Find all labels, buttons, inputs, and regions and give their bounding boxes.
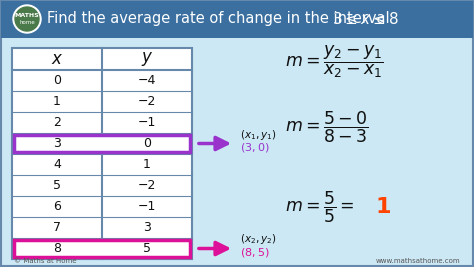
Text: $m = \dfrac{5 - 0}{8 - 3}$: $m = \dfrac{5 - 0}{8 - 3}$ — [285, 109, 369, 145]
Bar — [12, 48, 192, 259]
Text: 7: 7 — [53, 221, 61, 234]
Text: $(x_2, y_2)$: $(x_2, y_2)$ — [240, 233, 277, 246]
Text: 8: 8 — [53, 242, 61, 255]
Text: $x$: $x$ — [51, 50, 63, 68]
Text: $3 \leq x \leq 8$: $3 \leq x \leq 8$ — [332, 11, 399, 27]
Text: −2: −2 — [138, 95, 156, 108]
Text: 5: 5 — [143, 242, 151, 255]
Text: Find the average rate of change in the interval: Find the average rate of change in the i… — [47, 11, 394, 26]
Text: $(x_1, y_1)$: $(x_1, y_1)$ — [240, 128, 277, 142]
Text: $(3, 0)$: $(3, 0)$ — [240, 141, 270, 154]
Text: 3: 3 — [53, 137, 61, 150]
Text: 2: 2 — [53, 116, 61, 129]
Circle shape — [13, 5, 41, 33]
Text: MATHS: MATHS — [15, 13, 39, 18]
Text: 0: 0 — [53, 74, 61, 87]
Text: 6: 6 — [53, 200, 61, 213]
Bar — [1, 1, 473, 38]
Text: © Maths at Home: © Maths at Home — [14, 258, 76, 264]
Text: www.mathsathome.com: www.mathsathome.com — [375, 258, 460, 264]
Text: −2: −2 — [138, 179, 156, 192]
Text: home: home — [19, 19, 35, 25]
Text: 3: 3 — [143, 221, 151, 234]
Text: 0: 0 — [143, 137, 151, 150]
Circle shape — [15, 7, 39, 31]
Text: $m = \dfrac{y_2 - y_1}{x_2 - x_1}$: $m = \dfrac{y_2 - y_1}{x_2 - x_1}$ — [285, 44, 383, 80]
Text: −1: −1 — [138, 200, 156, 213]
Bar — [14, 240, 190, 257]
Text: 4: 4 — [53, 158, 61, 171]
Text: −1: −1 — [138, 116, 156, 129]
Text: 5: 5 — [53, 179, 61, 192]
Text: $y$: $y$ — [141, 50, 153, 68]
Text: $m = \dfrac{5}{5} = $: $m = \dfrac{5}{5} = $ — [285, 189, 355, 225]
Text: $\mathbf{1}$: $\mathbf{1}$ — [375, 197, 391, 217]
Bar — [14, 135, 190, 152]
Text: $(8, 5)$: $(8, 5)$ — [240, 246, 270, 259]
Text: 1: 1 — [53, 95, 61, 108]
Text: 1: 1 — [143, 158, 151, 171]
Text: −4: −4 — [138, 74, 156, 87]
